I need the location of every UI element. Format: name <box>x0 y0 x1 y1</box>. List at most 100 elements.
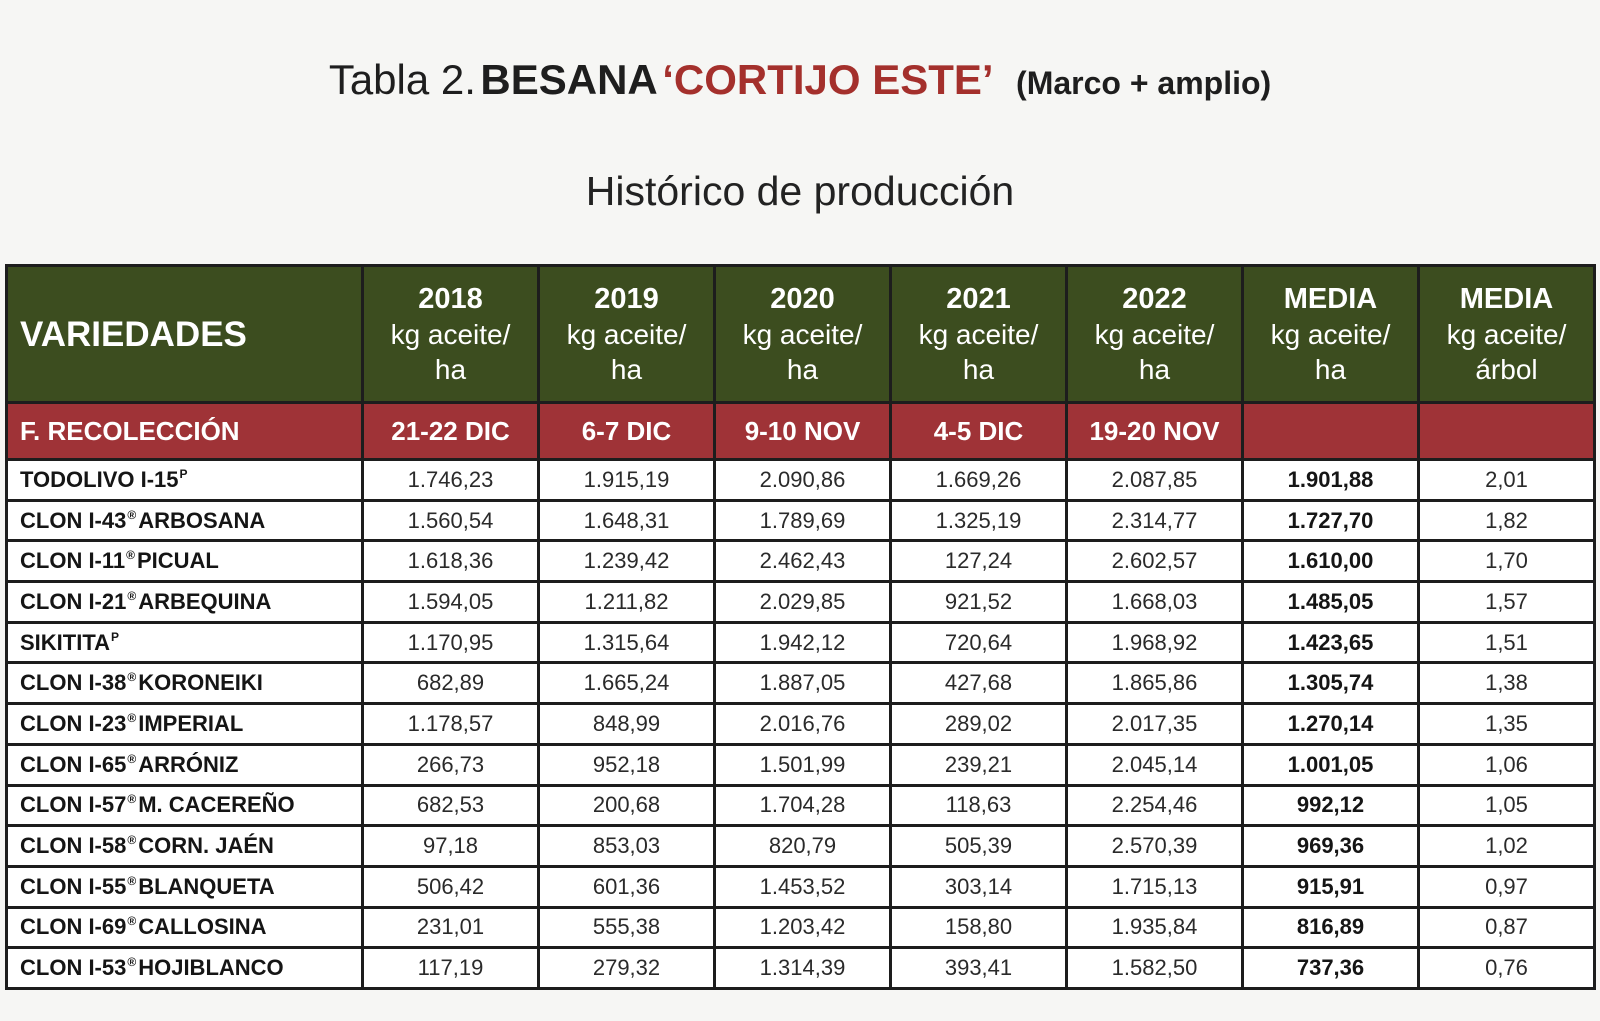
table-row: CLON I-55®BLANQUETA 506,42 601,36 1.453,52 3… <box>5 864 1596 909</box>
yield-cell: 1.746,23 <box>361 458 540 502</box>
yield-cell: 1.618,36 <box>361 539 540 584</box>
yield-cell: 1.325,19 <box>889 498 1068 543</box>
header-col-1: 2019 kg aceite/ha <box>537 264 716 404</box>
yield-cell: 952,18 <box>537 742 716 787</box>
table-row: CLON I-53®HOJIBLANCO 117,19 279,32 1.314,39… <box>5 946 1596 990</box>
variety-name: ARRÓNIZ <box>138 751 239 777</box>
yield-cell: 2.016,76 <box>713 702 892 746</box>
yield-cell: 2.045,14 <box>1065 742 1244 787</box>
yield-cell: 2.029,85 <box>713 580 892 624</box>
media-ha-cell: 1.485,05 <box>1241 580 1420 624</box>
production-table: VARIEDADES 2018 kg aceite/ha 2019 kg aceite… <box>5 264 1596 990</box>
variety-name-cell: CLON I-53®HOJIBLANCO <box>5 946 364 990</box>
yield-cell: 1.668,03 <box>1065 580 1244 624</box>
media-ha-cell: 1.610,00 <box>1241 539 1420 584</box>
table-row: CLON I-21®ARBEQUINA 1.594,05 1.211,82 2.029… <box>5 580 1596 624</box>
header-col-unit: kg aceite/ <box>742 318 863 350</box>
yield-cell: 1.789,69 <box>713 498 892 543</box>
yield-cell: 1.582,50 <box>1065 946 1244 990</box>
table-row: SIKITITAP 1.170,95 1.315,64 1.942,12 720,64 1… <box>5 620 1596 665</box>
yield-cell: 1.501,99 <box>713 742 892 787</box>
trademark-mark: ® <box>127 507 137 522</box>
variety-code: CLON I-43 <box>20 507 127 533</box>
media-ha-cell: 1.305,74 <box>1241 661 1420 706</box>
yield-cell: 1.915,19 <box>537 458 716 502</box>
yield-cell: 2.017,35 <box>1065 702 1244 746</box>
header-col-title: MEDIA <box>1459 282 1554 315</box>
yield-cell: 848,99 <box>537 702 716 746</box>
yield-cell: 720,64 <box>889 620 1068 665</box>
yield-cell: 1.865,86 <box>1065 661 1244 706</box>
trademark-mark: P <box>111 629 120 644</box>
yield-cell: 200,68 <box>537 783 716 828</box>
variety-name-cell: CLON I-21®ARBEQUINA <box>5 580 364 624</box>
yield-cell: 1.968,92 <box>1065 620 1244 665</box>
harvest-date-cell: 19-20 NOV <box>1065 401 1244 461</box>
variety-name: M. CACEREÑO <box>138 792 295 818</box>
header-col-unit-denominator: ha <box>434 353 467 385</box>
harvest-date-cell: 9-10 NOV <box>713 401 892 461</box>
media-tree-cell: 1,82 <box>1417 498 1596 543</box>
media-tree-cell: 1,51 <box>1417 620 1596 665</box>
harvest-date-cell: 21-22 DIC <box>361 401 540 461</box>
yield-cell: 239,21 <box>889 742 1068 787</box>
media-ha-cell: 1.901,88 <box>1241 458 1420 502</box>
media-ha-cell: 737,36 <box>1241 946 1420 990</box>
variety-name: CALLOSINA <box>138 914 267 940</box>
yield-cell: 427,68 <box>889 661 1068 706</box>
trademark-mark: ® <box>127 670 137 685</box>
yield-cell: 231,01 <box>361 905 540 950</box>
yield-cell: 2.602,57 <box>1065 539 1244 584</box>
header-col-5: MEDIA kg aceite/ha <box>1241 264 1420 404</box>
yield-cell: 1.170,95 <box>361 620 540 665</box>
variety-name-cell: CLON I-57®M. CACEREÑO <box>5 783 364 828</box>
yield-cell: 601,36 <box>537 864 716 909</box>
yield-cell: 2.314,77 <box>1065 498 1244 543</box>
header-col-title: MEDIA <box>1283 282 1378 315</box>
variety-name-cell: SIKITITAP <box>5 620 364 665</box>
variety-name-cell: CLON I-69®CALLOSINA <box>5 905 364 950</box>
variety-code: CLON I-69 <box>20 914 127 940</box>
table-body: TODOLIVO I-15P 1.746,23 1.915,19 2.090,86 1.… <box>5 458 1596 990</box>
title-farm: BESANA <box>480 56 658 103</box>
variety-name: KORONEIKI <box>138 670 263 696</box>
table-row: CLON I-43®ARBOSANA 1.560,54 1.648,31 1.789,… <box>5 498 1596 543</box>
variety-code: CLON I-21 <box>20 588 127 614</box>
header-col-unit: kg aceite/ <box>1094 318 1215 350</box>
yield-cell: 1.314,39 <box>713 946 892 990</box>
header-row: VARIEDADES 2018 kg aceite/ha 2019 kg aceite… <box>5 264 1596 404</box>
yield-cell: 1.665,24 <box>537 661 716 706</box>
table-subtitle: Histórico de producción <box>585 168 1015 214</box>
yield-cell: 303,14 <box>889 864 1068 909</box>
yield-cell: 1.942,12 <box>713 620 892 665</box>
variety-code: CLON I-23 <box>20 710 127 736</box>
header-col-unit: kg aceite/ <box>566 318 687 350</box>
title-prefix: Tabla 2. <box>328 56 476 103</box>
table-row: TODOLIVO I-15P 1.746,23 1.915,19 2.090,86 1.… <box>5 458 1596 502</box>
yield-cell: 682,89 <box>361 661 540 706</box>
yield-cell: 1.715,13 <box>1065 864 1244 909</box>
trademark-mark: ® <box>127 833 137 848</box>
variety-code: CLON I-11 <box>20 548 126 574</box>
header-col-3: 2021 kg aceite/ha <box>889 264 1068 404</box>
trademark-mark: ® <box>127 751 137 766</box>
yield-cell: 1.203,42 <box>713 905 892 950</box>
title-estate: ‘CORTIJO ESTE’ <box>662 56 994 103</box>
variety-code: CLON I-65 <box>20 751 127 777</box>
media-ha-cell: 1.423,65 <box>1241 620 1420 665</box>
table-row: CLON I-23®IMPERIAL 1.178,57 848,99 2.016,76… <box>5 702 1596 746</box>
yield-cell: 1.648,31 <box>537 498 716 543</box>
variety-name-cell: CLON I-58®CORN. JAÉN <box>5 824 364 868</box>
yield-cell: 555,38 <box>537 905 716 950</box>
yield-cell: 2.462,43 <box>713 539 892 584</box>
yield-cell: 1.704,28 <box>713 783 892 828</box>
variety-name-cell: TODOLIVO I-15P <box>5 458 364 502</box>
table-row: CLON I-58®CORN. JAÉN 97,18 853,03 820,79 505… <box>5 824 1596 868</box>
media-ha-cell: 1.270,14 <box>1241 702 1420 746</box>
media-tree-cell: 1,02 <box>1417 824 1596 868</box>
yield-cell: 127,24 <box>889 539 1068 584</box>
variety-name: ARBEQUINA <box>138 588 272 614</box>
table-row: CLON I-57®M. CACEREÑO 682,53 200,68 1.704,2… <box>5 783 1596 828</box>
title-note: (Marco + amplio) <box>1016 65 1272 101</box>
harvest-date-cell: 6-7 DIC <box>537 401 716 461</box>
